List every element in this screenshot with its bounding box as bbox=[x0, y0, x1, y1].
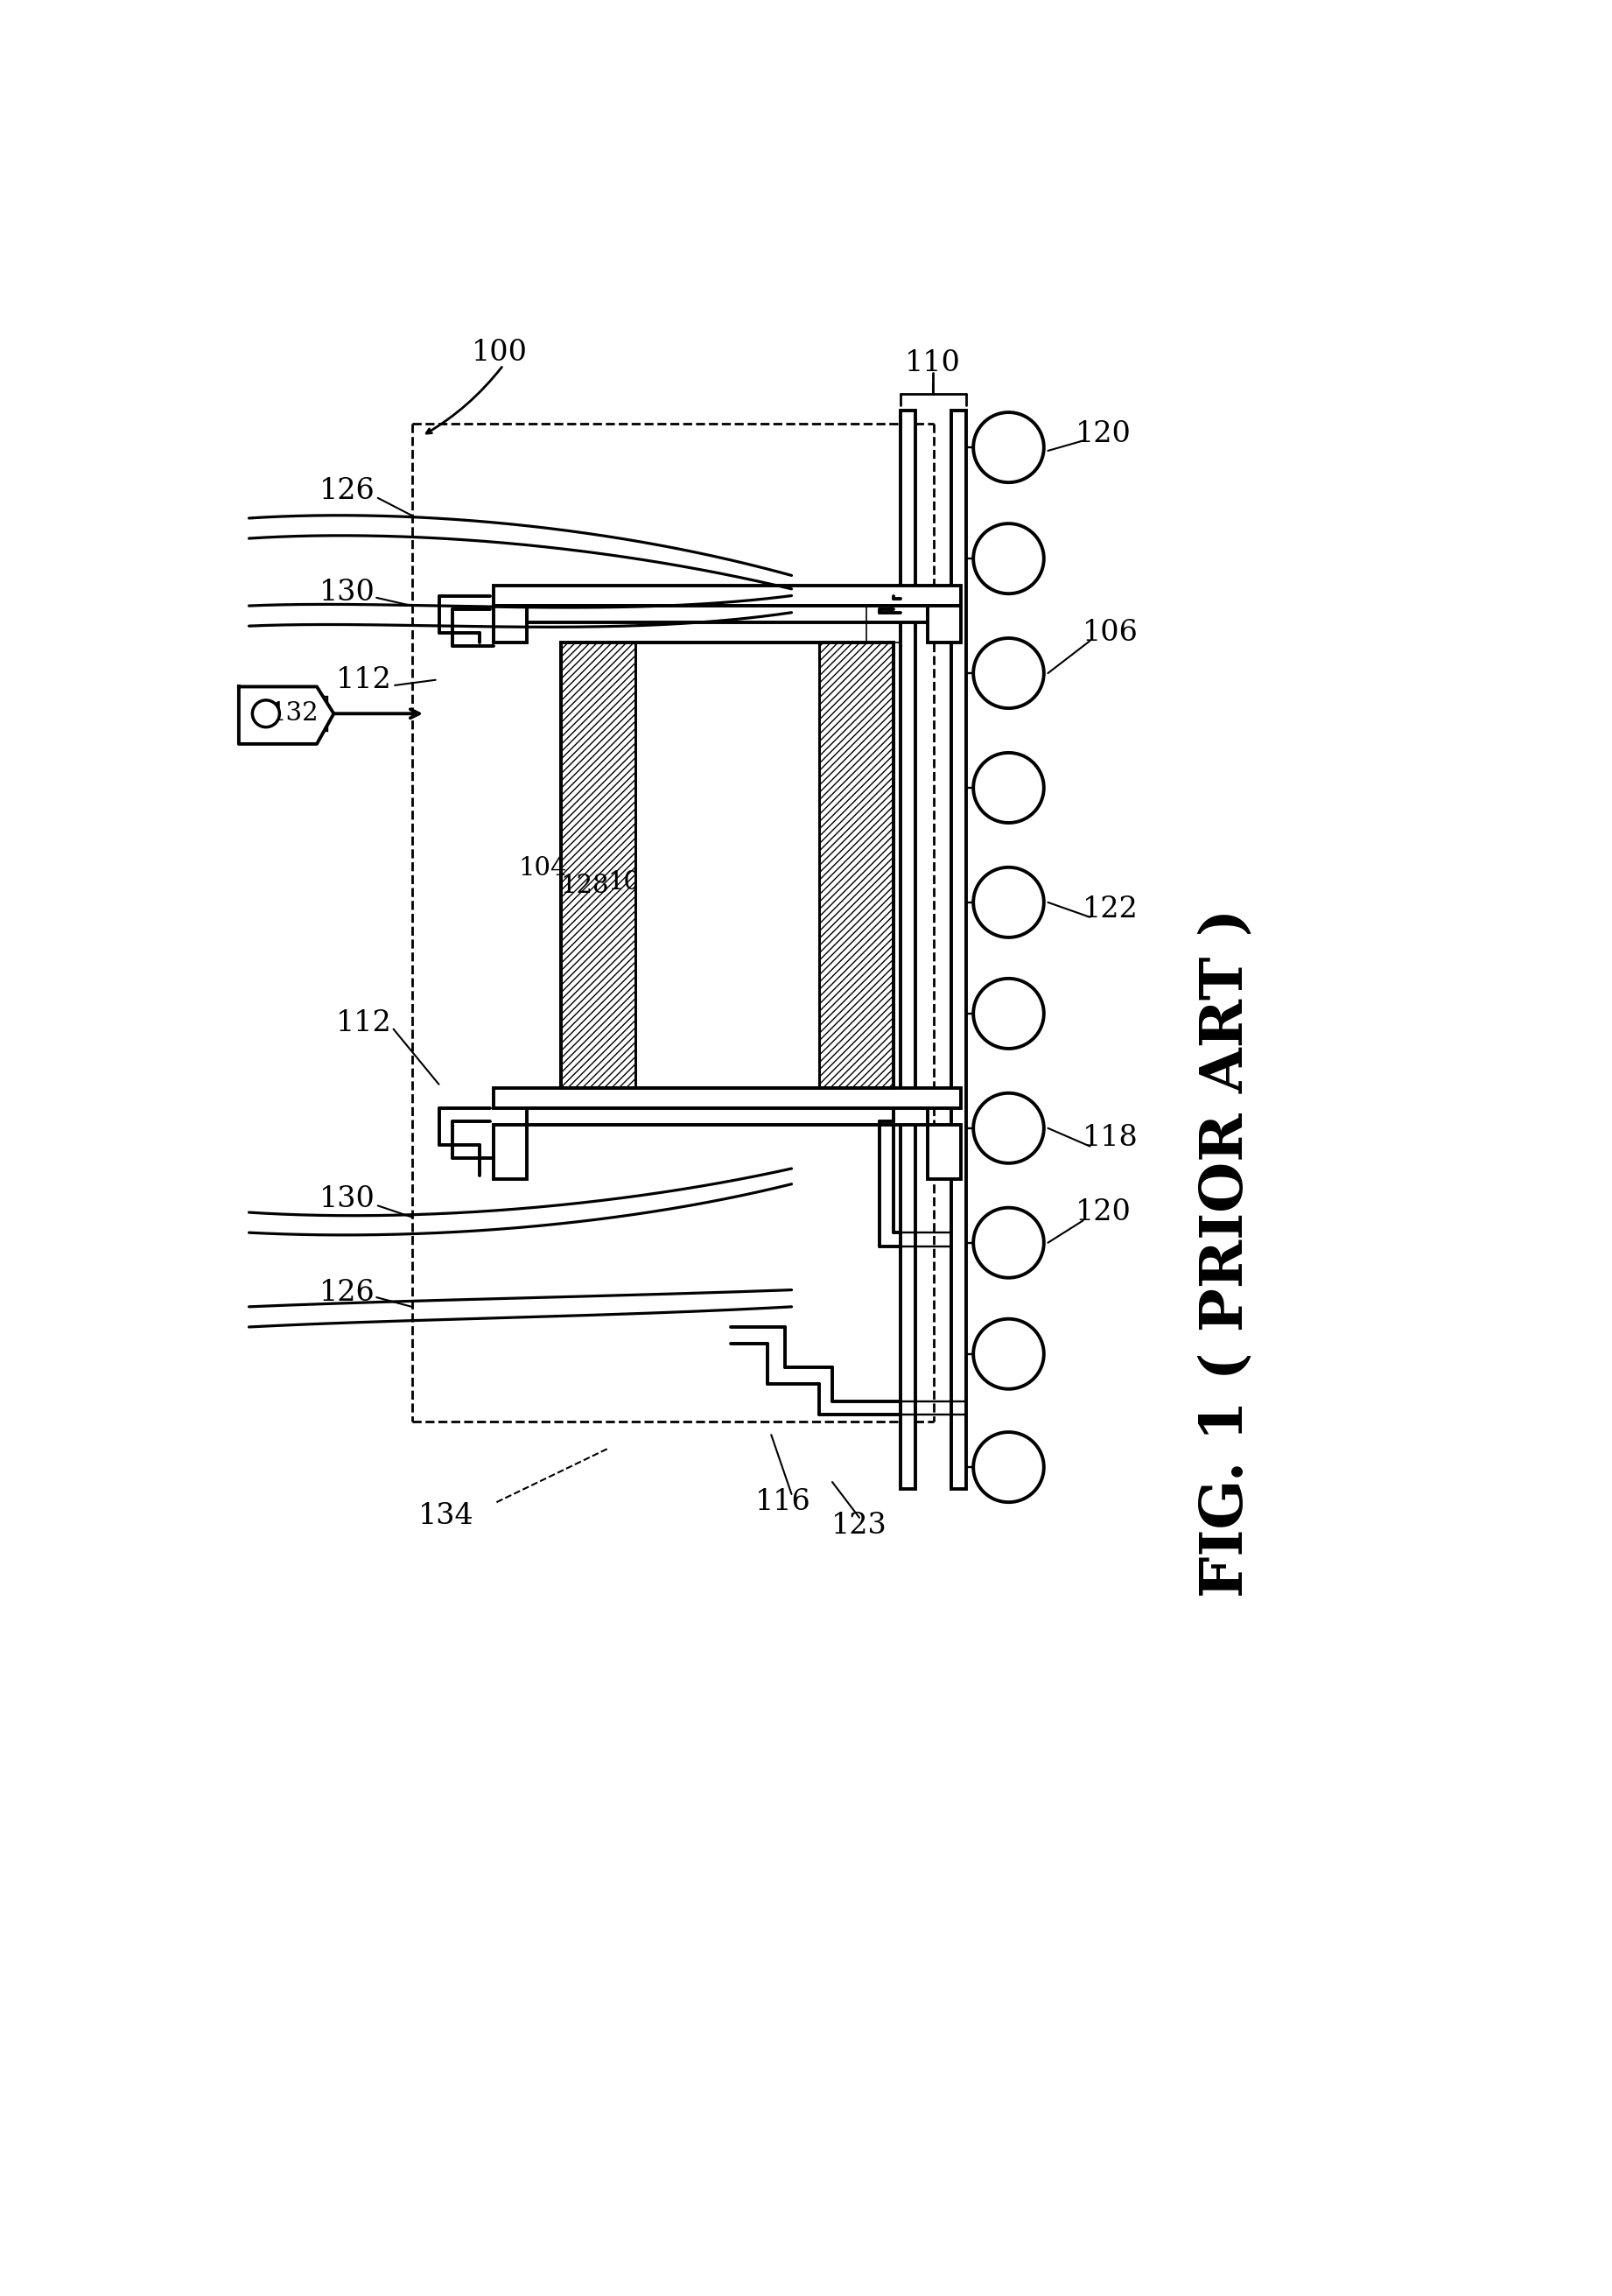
Circle shape bbox=[974, 523, 1045, 595]
Text: 122: 122 bbox=[1082, 895, 1138, 923]
Bar bbox=[819, 643, 893, 1088]
Bar bbox=[527, 1109, 927, 1125]
Circle shape bbox=[253, 700, 279, 728]
Text: 112: 112 bbox=[337, 666, 392, 693]
Bar bbox=[493, 606, 527, 643]
Circle shape bbox=[974, 1208, 1045, 1279]
Bar bbox=[493, 1088, 961, 1109]
Text: 118: 118 bbox=[1082, 1125, 1138, 1153]
Text: 130: 130 bbox=[319, 1185, 376, 1212]
Text: 102: 102 bbox=[608, 870, 656, 895]
Text: 120: 120 bbox=[1075, 420, 1132, 448]
Text: 112: 112 bbox=[337, 1010, 392, 1038]
Bar bbox=[635, 643, 819, 1088]
Bar bbox=[927, 1125, 961, 1178]
Polygon shape bbox=[239, 687, 334, 744]
Text: 134: 134 bbox=[418, 1502, 474, 1529]
Circle shape bbox=[974, 1093, 1045, 1164]
Bar bbox=[561, 643, 893, 1088]
Bar bbox=[493, 1125, 527, 1178]
Circle shape bbox=[974, 1433, 1045, 1502]
Bar bbox=[263, 696, 327, 730]
Text: 116: 116 bbox=[756, 1488, 811, 1515]
Bar bbox=[493, 585, 961, 606]
Text: 126: 126 bbox=[319, 1279, 376, 1306]
Text: 100: 100 bbox=[472, 340, 527, 367]
Bar bbox=[951, 411, 966, 1488]
Circle shape bbox=[974, 978, 1045, 1049]
Circle shape bbox=[974, 413, 1045, 482]
Circle shape bbox=[974, 1318, 1045, 1389]
Bar bbox=[561, 643, 893, 1088]
Text: 130: 130 bbox=[319, 579, 376, 606]
Bar bbox=[561, 643, 635, 1088]
Bar bbox=[527, 606, 927, 622]
Text: 106: 106 bbox=[1082, 618, 1138, 647]
Text: 132: 132 bbox=[271, 700, 319, 726]
Text: 120: 120 bbox=[1075, 1199, 1132, 1226]
Circle shape bbox=[974, 753, 1045, 822]
Circle shape bbox=[974, 868, 1045, 937]
Text: 128: 128 bbox=[561, 872, 609, 898]
Bar bbox=[927, 606, 961, 643]
Text: 123: 123 bbox=[832, 1511, 887, 1541]
Text: FIG. 1 ( PRIOR ART ): FIG. 1 ( PRIOR ART ) bbox=[1198, 909, 1254, 1598]
Bar bbox=[899, 411, 916, 1488]
Text: 110: 110 bbox=[904, 349, 961, 377]
Text: 124: 124 bbox=[642, 877, 690, 900]
Text: 104: 104 bbox=[519, 856, 567, 882]
Circle shape bbox=[974, 638, 1045, 707]
Text: 126: 126 bbox=[319, 478, 376, 505]
Text: 114: 114 bbox=[745, 854, 801, 882]
